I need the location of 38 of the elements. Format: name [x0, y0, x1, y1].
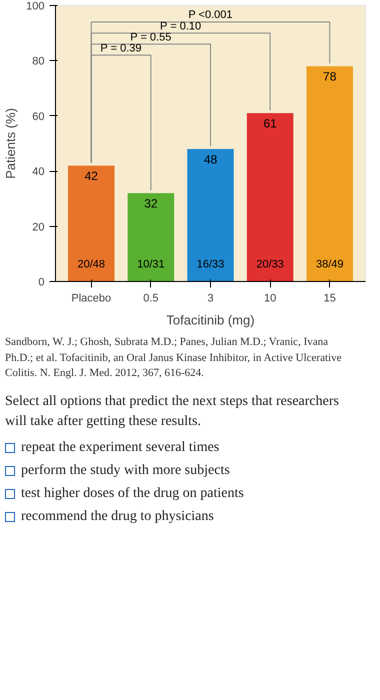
- annotation: 20/48: [78, 258, 106, 270]
- text: test higher doses of the drug on patients: [20, 485, 245, 504]
- x-tick-label: 15: [324, 292, 336, 304]
- text: repeat the experiment several times: [20, 439, 220, 458]
- bar: [306, 66, 353, 282]
- annotation: 16/33: [196, 258, 224, 270]
- annotation: 20/33: [256, 258, 284, 270]
- bar: [187, 149, 234, 282]
- annotation: P = 0.55: [130, 31, 172, 44]
- annotation: P = 0.39: [100, 42, 142, 54]
- x-axis-title: Tofacitinib (mg): [166, 312, 255, 328]
- annotation: P = 0.10: [160, 20, 202, 32]
- x-tick-label: 3: [207, 292, 214, 304]
- y-tick-label: 100: [26, 0, 45, 12]
- x-tick-label: 0.5: [143, 292, 159, 304]
- y-tick-label: 80: [32, 56, 45, 68]
- y-axis-title: Patients (%): [3, 108, 18, 179]
- y-tick-label: 60: [32, 110, 45, 123]
- data-label: 32: [144, 196, 158, 211]
- annotation: 38/49: [316, 258, 344, 270]
- text: perform the study with more subjects: [20, 462, 231, 480]
- annotation: 10/31: [137, 258, 165, 270]
- data-label: 42: [84, 169, 98, 184]
- bar: [128, 193, 174, 282]
- x-tick-label: Placebo: [71, 292, 112, 304]
- text: Sandborn, W. J.; Ghosh, Subrata M.D.; Panes, Julian M.D.; Vranic, Ivana Ph.D.; et al. Tofacitinib, an Oral Janus Kinase Inhibitor, in Active Ulcerative Colitis. N. Engl. J. Med. 2012, 367, 616-624.: [5, 335, 342, 382]
- annotation: P <0.001: [188, 9, 232, 22]
- y-tick-label: 0: [38, 276, 45, 288]
- x-tick-label: 10: [264, 292, 276, 304]
- data-label: 48: [204, 152, 218, 167]
- y-tick-label: 40: [32, 166, 45, 178]
- bar: [68, 166, 115, 282]
- y-tick-label: 20: [32, 221, 45, 234]
- text: recommend the drug to physicians: [20, 508, 215, 526]
- bar: [246, 113, 294, 282]
- data-label: 78: [323, 70, 337, 84]
- data-label: 61: [263, 116, 278, 131]
- text: Select all options that predict the next steps that researchers will take after getting these results.: [5, 393, 340, 432]
